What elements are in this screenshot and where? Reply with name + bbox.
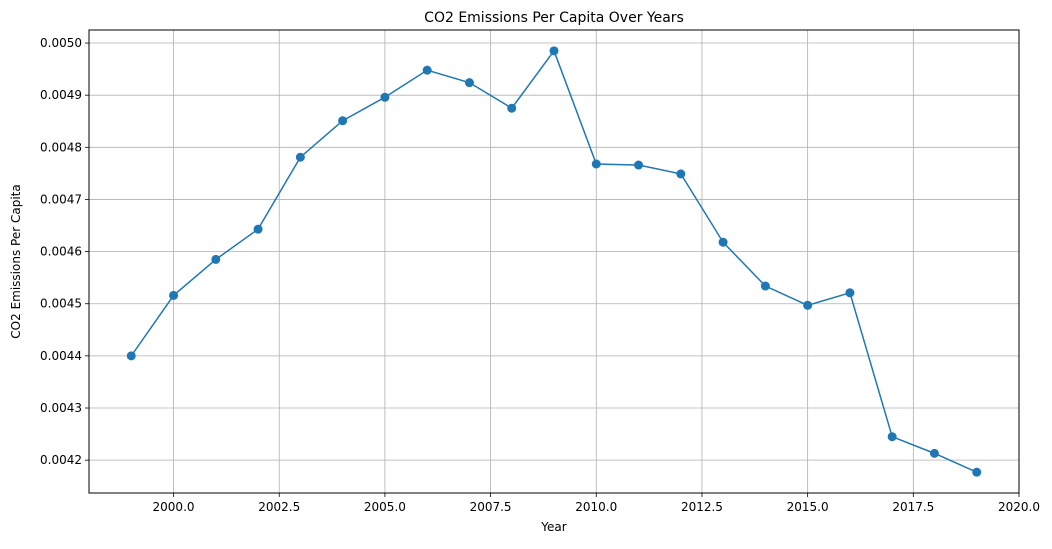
data-point	[338, 116, 348, 126]
data-point	[676, 169, 686, 179]
chart-title: CO2 Emissions Per Capita Over Years	[424, 10, 684, 26]
axis-ticks: 2000.0 2002.5 2005.0 2007.5 2010.0 2012.5 2015…	[40, 36, 1040, 514]
series	[126, 46, 982, 477]
data-point	[169, 290, 179, 300]
x-tick-label: 2020.0	[998, 500, 1040, 514]
y-tick-label: 0.0042	[40, 453, 82, 467]
y-tick-label: 0.0048	[40, 140, 82, 154]
data-point	[845, 288, 855, 298]
grid	[89, 30, 1020, 493]
y-tick-label: 0.0045	[40, 297, 82, 311]
data-point	[507, 103, 517, 113]
x-tick-label: 2002.5	[258, 500, 300, 514]
x-tick-label: 2015.0	[787, 500, 829, 514]
data-point	[591, 159, 601, 169]
x-tick-label: 2017.5	[892, 500, 934, 514]
y-tick-label: 0.0046	[40, 245, 82, 259]
plot-frame	[88, 29, 1020, 494]
x-tick-label: 2010.0	[575, 500, 617, 514]
y-tick-label: 0.0049	[40, 88, 82, 102]
x-axis-label: Year	[540, 520, 566, 534]
data-point	[422, 65, 432, 75]
data-point	[211, 254, 221, 264]
data-point	[380, 92, 390, 102]
x-tick-label: 2007.5	[470, 500, 512, 514]
y-tick-label: 0.0044	[40, 349, 82, 363]
data-point	[887, 432, 897, 442]
data-point	[929, 448, 939, 458]
y-tick-label: 0.0047	[40, 192, 82, 206]
data-point	[464, 78, 474, 88]
y-tick-label: 0.0050	[40, 36, 82, 50]
data-point	[549, 46, 559, 56]
x-tick-label: 2012.5	[681, 500, 723, 514]
data-point	[972, 467, 982, 477]
series-line	[130, 49, 978, 473]
data-point	[718, 237, 728, 247]
x-tick-label: 2005.0	[364, 500, 406, 514]
data-point	[803, 300, 813, 310]
data-point	[634, 160, 644, 170]
data-point	[295, 152, 305, 162]
data-point	[253, 224, 263, 234]
y-tick-label: 0.0043	[40, 401, 82, 415]
data-point	[760, 281, 770, 291]
data-point	[126, 351, 136, 361]
y-axis-label: CO2 Emissions Per Capita	[9, 184, 23, 338]
x-tick-label: 2000.0	[153, 500, 195, 514]
